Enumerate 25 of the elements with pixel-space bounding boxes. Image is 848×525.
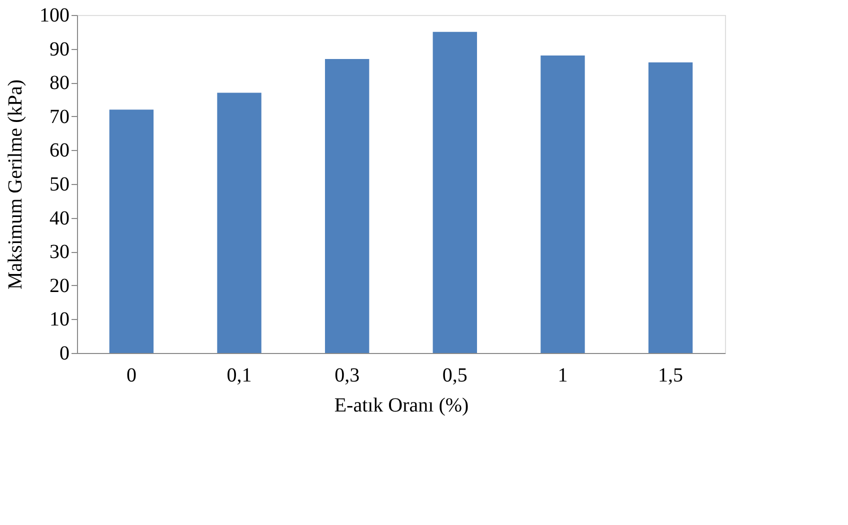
y-tick-label: 20 — [50, 274, 70, 297]
x-tick-label: 1,5 — [658, 364, 684, 386]
y-tick-label: 40 — [50, 207, 70, 230]
x-tick-label: 1 — [558, 364, 568, 386]
bar — [109, 110, 154, 353]
x-axis-title: E-atık Oranı (%) — [334, 394, 469, 416]
x-tick-label: 0 — [126, 364, 136, 386]
y-tick-label: 0 — [60, 342, 70, 364]
y-axis-title: Maksimum Gerilme (kPa) — [4, 80, 26, 290]
y-tick-label: 50 — [50, 174, 70, 196]
bar — [540, 56, 585, 353]
y-tick-label: 30 — [50, 241, 70, 264]
y-tick-label: 60 — [50, 140, 70, 162]
y-tick-label: 10 — [50, 308, 70, 331]
y-tick-label: 100 — [40, 4, 70, 26]
bar — [217, 92, 262, 353]
bar — [324, 58, 370, 353]
x-tick-label: 0,1 — [226, 364, 252, 386]
x-tick-label: 0,3 — [334, 364, 360, 386]
bar — [432, 32, 478, 353]
x-tick-label: 0,5 — [442, 364, 468, 386]
bar — [648, 62, 693, 353]
y-tick-label: 90 — [50, 38, 70, 60]
y-tick-label: 80 — [50, 72, 70, 94]
y-tick-label: 70 — [50, 106, 70, 128]
